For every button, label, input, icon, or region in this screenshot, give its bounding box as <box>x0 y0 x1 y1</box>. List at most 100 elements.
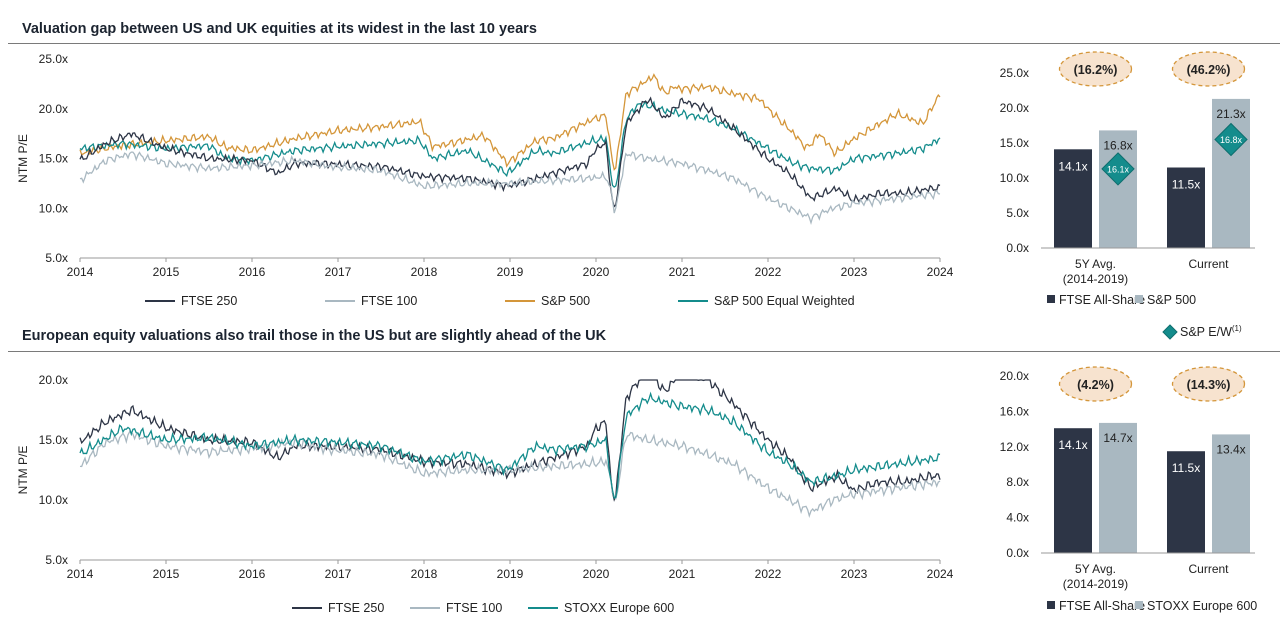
category-label-5y-avg: 5Y Avg. <box>1075 562 1116 576</box>
legend-swatch-s-p-500 <box>1135 295 1143 303</box>
section-2-title: European equity valuations also trail th… <box>22 328 607 344</box>
x-tick-label: 2020 <box>583 265 610 279</box>
legend-label-ftse-100: FTSE 100 <box>446 601 502 615</box>
legend-label-ftse-250: FTSE 250 <box>181 294 237 308</box>
section-2-rule <box>8 351 1280 352</box>
bar-value-label: 11.5x <box>1172 461 1200 475</box>
bar-value-label: 21.3x <box>1216 107 1245 121</box>
marker-value-label: 16.1x <box>1107 164 1130 174</box>
legend-swatch-stoxx-europe-600 <box>1135 601 1143 609</box>
y-axis-label: NTM P/E <box>16 446 30 495</box>
annotation-label: (46.2%) <box>1187 63 1231 77</box>
legend-label-s-p-500-equal-weighted: S&P 500 Equal Weighted <box>714 294 855 308</box>
x-tick-label: 2014 <box>67 567 94 581</box>
legend-label-stoxx-europe-600: STOXX Europe 600 <box>1147 599 1257 613</box>
legend-label-sp-ew: S&P E/W(1) <box>1180 324 1242 339</box>
x-tick-label: 2018 <box>411 265 438 279</box>
bar-value-label: 14.1x <box>1058 159 1087 173</box>
y-tick-label: 0.0x <box>1006 546 1029 560</box>
annotation-oval <box>1171 366 1246 402</box>
bar-s-p-500-current <box>1212 98 1250 249</box>
legend-label-ftse-all-share: FTSE All-Share <box>1059 599 1145 613</box>
legend-label-s-p-500: S&P 500 <box>1147 293 1196 307</box>
x-tick-label: 2015 <box>153 265 180 279</box>
series-line-s-p-500 <box>79 73 941 171</box>
line-chart-us-uk: 5.0x 10.0x 15.0x 20.0x 25.0x NTM P/E 2014 2015 2… <box>16 52 954 308</box>
x-tick-label: 2021 <box>669 265 696 279</box>
bar-value-label: 16.8x <box>1103 138 1132 152</box>
series-line-stoxx-europe-600 <box>79 391 941 499</box>
category-label-5y-avg: 5Y Avg. <box>1075 257 1116 271</box>
y-tick-label: 15.0x <box>39 433 68 447</box>
y-tick-label: 0.0x <box>1006 241 1029 255</box>
bar-ftse-all-share-current <box>1167 451 1205 553</box>
series-line-ftse-250 <box>79 96 941 208</box>
y-tick-label: 5.0x <box>45 553 68 567</box>
bar-ftse-all-share-5y-avg <box>1054 149 1092 248</box>
annotation-label: (4.2%) <box>1077 378 1114 392</box>
bar-ftse-all-share-current <box>1167 167 1205 248</box>
x-tick-label: 2020 <box>583 567 610 581</box>
bar-value-label: 14.1x <box>1058 438 1087 452</box>
y-tick-label: 20.0x <box>39 102 68 116</box>
series-line-s-p-500-equal-weighted <box>79 99 941 188</box>
y-tick-label: 10.0x <box>39 493 68 507</box>
x-tick-label: 2016 <box>239 567 266 581</box>
y-tick-label: 15.0x <box>39 152 68 166</box>
bar-chart-europe-uk: 0.0x 4.0x 8.0x 12.0x 16.0x 20.0x 14.1x 11.5x 14.… <box>1000 366 1257 613</box>
category-sublabel: (2014-2019) <box>1063 272 1128 286</box>
section-1-title: Valuation gap between US and UK equities… <box>22 21 537 37</box>
bar-stoxx-europe-600-5y-avg <box>1099 422 1137 553</box>
y-tick-label: 12.0x <box>1000 440 1029 454</box>
y-tick-label: 20.0x <box>1000 101 1029 115</box>
y-tick-label: 5.0x <box>45 251 68 265</box>
annotation-label: (14.3%) <box>1187 378 1231 392</box>
x-tick-label: 2023 <box>841 265 868 279</box>
marker-value-label: 16.8x <box>1220 135 1243 145</box>
annotation-oval <box>1058 366 1133 402</box>
legend-label-stoxx-europe-600: STOXX Europe 600 <box>564 601 674 615</box>
x-tick-label: 2021 <box>669 567 696 581</box>
y-tick-label: 20.0x <box>39 373 68 387</box>
y-tick-label: 10.0x <box>1000 171 1029 185</box>
x-tick-label: 2016 <box>239 265 266 279</box>
x-tick-label: 2022 <box>755 567 782 581</box>
x-tick-label: 2018 <box>411 567 438 581</box>
bar-chart-us-uk: 0.0x 5.0x 10.0x 15.0x 20.0x 25.0x 14.1x 11.5x 16… <box>1000 51 1255 340</box>
bar-s-p-500-5y-avg <box>1099 130 1137 248</box>
x-tick-label: 2019 <box>497 265 524 279</box>
legend-swatch-sp-ew <box>1162 324 1178 340</box>
category-label-current: Current <box>1188 257 1229 271</box>
series-line-ftse-100 <box>79 151 941 226</box>
legend-label-ftse-250: FTSE 250 <box>328 601 384 615</box>
legend-label-s-p-500: S&P 500 <box>541 294 590 308</box>
series-line-ftse-100 <box>79 430 941 519</box>
x-tick-label: 2024 <box>927 265 954 279</box>
y-tick-label: 25.0x <box>39 52 68 66</box>
bar-value-label: 14.7x <box>1103 431 1132 445</box>
annotation-oval <box>1171 51 1246 87</box>
y-tick-label: 10.0x <box>39 201 68 215</box>
y-tick-label: 20.0x <box>1000 369 1029 383</box>
y-axis-label: NTM P/E <box>16 134 30 183</box>
y-tick-label: 16.0x <box>1000 404 1029 418</box>
annotation-label: (16.2%) <box>1074 63 1118 77</box>
y-tick-label: 5.0x <box>1006 206 1029 220</box>
y-tick-label: 4.0x <box>1006 511 1029 525</box>
x-tick-label: 2014 <box>67 265 94 279</box>
legend-label-ftse-all-share: FTSE All-Share <box>1059 293 1145 307</box>
category-label-current: Current <box>1188 562 1229 576</box>
x-tick-label: 2022 <box>755 265 782 279</box>
legend-superscript: (1) <box>1232 324 1242 333</box>
y-tick-label: 25.0x <box>1000 66 1029 80</box>
marker-sp-ew-current <box>1214 122 1248 157</box>
x-tick-label: 2023 <box>841 567 868 581</box>
x-tick-label: 2017 <box>325 265 352 279</box>
y-tick-label: 15.0x <box>1000 136 1029 150</box>
x-tick-label: 2019 <box>497 567 524 581</box>
legend-label-ftse-100: FTSE 100 <box>361 294 417 308</box>
bar-ftse-all-share-5y-avg <box>1054 428 1092 553</box>
annotation-oval <box>1058 51 1133 87</box>
legend-swatch-ftse-all-share <box>1047 601 1055 609</box>
x-tick-label: 2015 <box>153 567 180 581</box>
